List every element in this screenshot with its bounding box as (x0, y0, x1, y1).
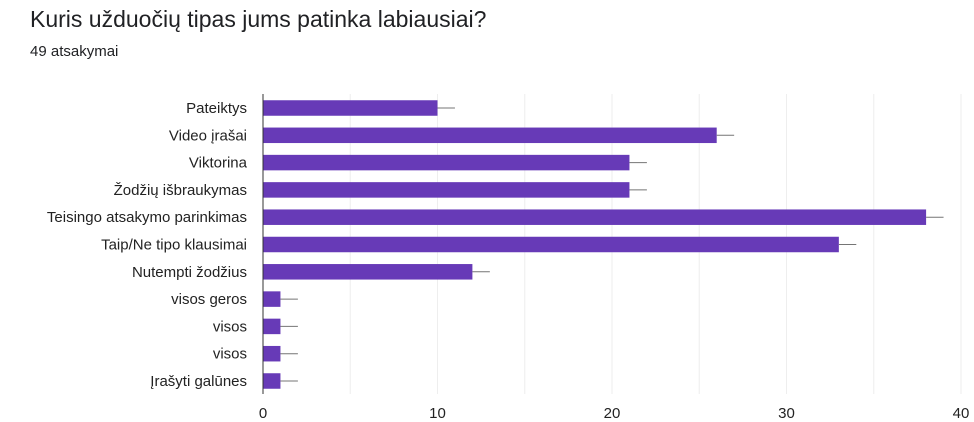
bar (263, 182, 630, 198)
category-label: Viktorina (189, 155, 248, 172)
category-label: Taip/Ne tipo klausimai (101, 237, 247, 254)
category-label: visos geros (171, 291, 247, 308)
category-labels: Pateiktys Video įrašai Viktorina Žodžių išb… (47, 100, 248, 390)
bar (263, 100, 438, 116)
category-label: Teisingo atsakymo parinkimas (47, 209, 247, 226)
category-label: Nutempti žodžius (132, 264, 247, 281)
x-tick-label: 40 (953, 405, 970, 422)
bar (263, 318, 281, 335)
response-count: 49 atsakymai (30, 43, 119, 60)
x-tick-label: 10 (429, 405, 446, 422)
bar (263, 236, 839, 253)
bar (263, 264, 473, 280)
bar (263, 209, 927, 225)
x-tick-labels: 0 10 20 30 40 (259, 405, 970, 422)
category-label: visos (213, 346, 247, 363)
bar (263, 291, 281, 307)
category-label: Žodžių išbraukymas (114, 182, 247, 199)
x-tick-label: 30 (778, 405, 795, 422)
question-title: Kuris užduočių tipas jums patinka labiau… (30, 6, 487, 32)
x-tick-label: 0 (259, 405, 267, 422)
category-label: visos (213, 318, 247, 335)
bar (263, 127, 717, 144)
category-label: Įrašyti galūnes (150, 373, 247, 390)
bars (263, 100, 944, 389)
category-label: Pateiktys (186, 100, 247, 117)
category-label: Video įrašai (169, 127, 247, 144)
bar (263, 373, 281, 389)
bar (263, 345, 281, 362)
bar (263, 154, 630, 171)
x-tick-label: 20 (604, 405, 621, 422)
